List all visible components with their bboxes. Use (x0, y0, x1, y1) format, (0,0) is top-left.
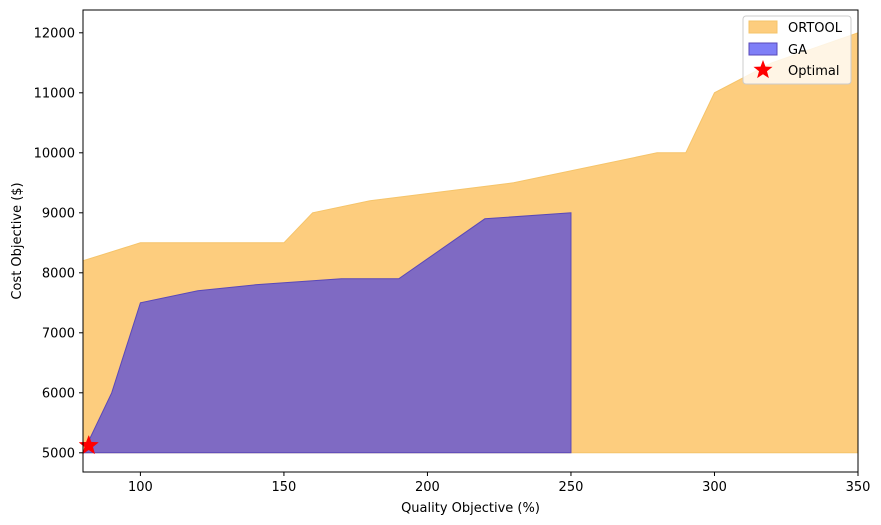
x-tick-label: 300 (702, 480, 727, 495)
x-tick-label: 200 (415, 480, 440, 495)
x-axis-title: Quality Objective (%) (401, 501, 540, 516)
plot-frame (82, 9, 859, 473)
legend-label-ortool: ORTOOL (788, 21, 843, 36)
y-tick-label: 11000 (34, 86, 75, 101)
x-tick-label: 150 (272, 480, 297, 495)
y-tick-label: 6000 (42, 386, 75, 401)
area-ga (82, 212, 572, 454)
legend-label-ga: GA (788, 43, 807, 58)
y-tick-label: 8000 (42, 266, 75, 281)
y-axis-title: Cost Objective ($) (10, 182, 25, 299)
legend-swatch-ortool (748, 20, 778, 34)
x-tick-label: 100 (128, 480, 153, 495)
y-tick-label: 10000 (34, 146, 75, 161)
legend-swatch-ga (748, 42, 778, 56)
y-tick-label: 5000 (42, 446, 75, 461)
x-tick-label: 350 (846, 480, 871, 495)
y-axis-ticks: 5000 6000 7000 8000 9000 10000 11000 12000 (34, 26, 83, 461)
x-axis-ticks: 100 150 200 250 300 350 (128, 472, 870, 495)
optimal-star-marker (78, 434, 99, 455)
legend-label-optimal: Optimal (788, 64, 839, 79)
plot-areas (82, 32, 859, 454)
y-tick-label: 9000 (42, 206, 75, 221)
y-tick-label: 7000 (42, 326, 75, 341)
plot-markers (78, 434, 99, 455)
legend-star-icon (753, 60, 773, 79)
x-tick-label: 250 (559, 480, 584, 495)
legend: ORTOOL GA Optimal (742, 15, 852, 85)
y-tick-label: 12000 (34, 26, 75, 41)
